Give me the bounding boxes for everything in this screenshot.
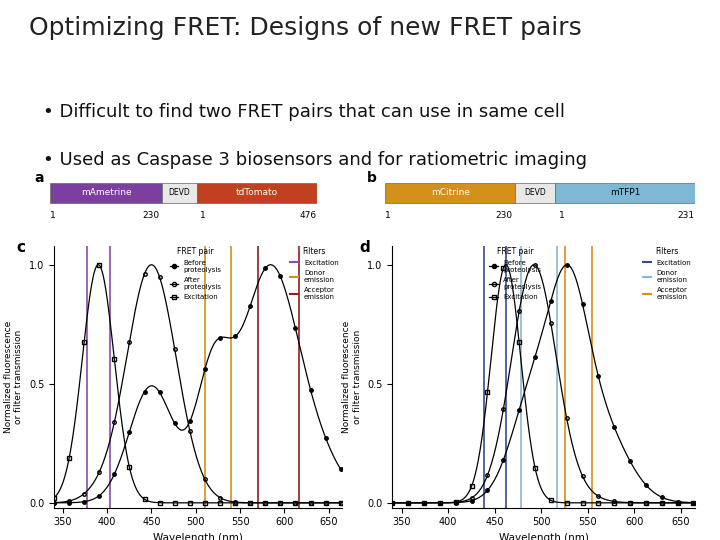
Text: tdTomato: tdTomato bbox=[235, 188, 278, 198]
Text: DEVD: DEVD bbox=[168, 188, 191, 198]
Text: mCitrine: mCitrine bbox=[431, 188, 469, 198]
Text: 1: 1 bbox=[50, 211, 56, 220]
Text: a: a bbox=[35, 171, 44, 185]
Bar bbox=[197, 184, 317, 202]
Text: b: b bbox=[366, 171, 377, 185]
Y-axis label: Normalized fluorescence
or filter transmission: Normalized fluorescence or filter transm… bbox=[4, 321, 23, 433]
Text: 1: 1 bbox=[559, 211, 564, 220]
Text: 1: 1 bbox=[385, 211, 391, 220]
X-axis label: Wavelength (nm): Wavelength (nm) bbox=[499, 533, 588, 540]
Y-axis label: Normalized fluorescence
or filter transmission: Normalized fluorescence or filter transm… bbox=[342, 321, 361, 433]
Text: d: d bbox=[359, 240, 370, 255]
Text: 1: 1 bbox=[199, 211, 205, 220]
Text: Optimizing FRET: Designs of new FRET pairs: Optimizing FRET: Designs of new FRET pai… bbox=[29, 16, 582, 40]
Text: • Difficult to find two FRET pairs that can use in same cell: • Difficult to find two FRET pairs that … bbox=[43, 103, 565, 120]
Bar bbox=[50, 184, 162, 202]
X-axis label: Wavelength (nm): Wavelength (nm) bbox=[153, 533, 243, 540]
Bar bbox=[516, 184, 556, 202]
Bar bbox=[385, 184, 516, 202]
Text: 231: 231 bbox=[678, 211, 695, 220]
Bar bbox=[556, 184, 695, 202]
Legend: Excitation, Donor
emission, Acceptor
emission: Excitation, Donor emission, Acceptor emi… bbox=[640, 244, 694, 303]
Text: 230: 230 bbox=[143, 211, 160, 220]
Text: c: c bbox=[17, 240, 26, 255]
Text: 230: 230 bbox=[495, 211, 512, 220]
Text: DEVD: DEVD bbox=[524, 188, 546, 198]
Legend: Excitation, Donor
emission, Acceptor
emission: Excitation, Donor emission, Acceptor emi… bbox=[287, 244, 341, 303]
Text: mTFP1: mTFP1 bbox=[610, 188, 640, 198]
Text: mAmetrine: mAmetrine bbox=[81, 188, 132, 198]
Text: 476: 476 bbox=[300, 211, 317, 220]
Text: • Used as Caspase 3 biosensors and for ratiometric imaging: • Used as Caspase 3 biosensors and for r… bbox=[43, 151, 588, 169]
Bar bbox=[162, 184, 197, 202]
